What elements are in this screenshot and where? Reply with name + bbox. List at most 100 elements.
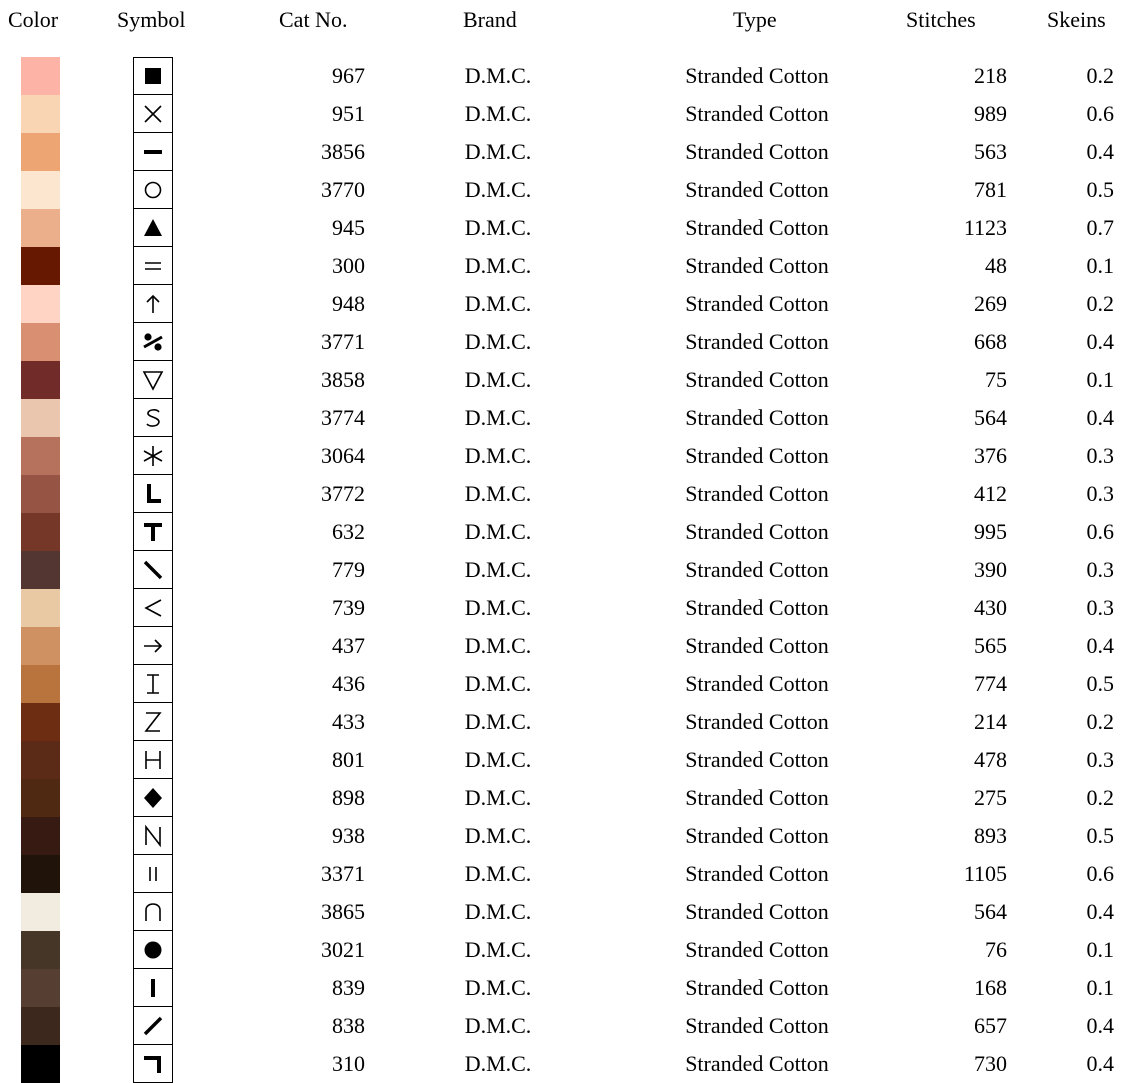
stitches-cell: 1123	[963, 215, 1007, 240]
type-cell: Stranded Cotton	[685, 405, 829, 430]
color-swatch	[21, 855, 60, 893]
color-swatch	[21, 627, 60, 665]
table-row: 948 D.M.C. Stranded Cotton 269 0.2	[0, 285, 1125, 323]
cat-no-cell: 3064	[321, 443, 365, 468]
letter-t-icon	[133, 513, 173, 551]
color-swatch	[21, 361, 60, 399]
cat-no-cell: 898	[332, 785, 365, 810]
type-cell: Stranded Cotton	[685, 443, 829, 468]
filled-square-icon	[133, 57, 173, 95]
stitches-cell: 1105	[963, 861, 1007, 886]
cat-no-cell: 948	[332, 291, 365, 316]
table-row: 3772 D.M.C. Stranded Cotton 412 0.3	[0, 475, 1125, 513]
stitches-cell: 48	[985, 253, 1007, 278]
table-row: 801 D.M.C. Stranded Cotton 478 0.3	[0, 741, 1125, 779]
cat-no-cell: 951	[332, 101, 365, 126]
skeins-cell: 0.4	[1086, 329, 1115, 354]
filled-triangle-icon	[133, 209, 173, 247]
skeins-cell: 0.6	[1086, 519, 1115, 544]
skeins-cell: 0.5	[1086, 671, 1115, 696]
header-brand: Brand	[463, 7, 517, 32]
color-swatch	[21, 779, 60, 817]
letter-h-icon	[133, 741, 173, 779]
table-row: 3371 D.M.C. Stranded Cotton 1105 0.6	[0, 855, 1125, 893]
color-swatch	[21, 893, 60, 931]
skeins-cell: 0.3	[1086, 481, 1115, 506]
stitches-cell: 168	[974, 975, 1007, 1000]
color-swatch	[21, 323, 60, 361]
table-row: 3858 D.M.C. Stranded Cotton 75 0.1	[0, 361, 1125, 399]
skeins-cell: 0.4	[1086, 139, 1115, 164]
cat-no-cell: 436	[332, 671, 365, 696]
table-row: 967 D.M.C. Stranded Cotton 218 0.2	[0, 57, 1125, 95]
header-type: Type	[733, 7, 777, 32]
stitches-cell: 774	[974, 671, 1007, 696]
table-row: 951 D.M.C. Stranded Cotton 989 0.6	[0, 95, 1125, 133]
type-cell: Stranded Cotton	[685, 367, 829, 392]
brand-cell: D.M.C.	[464, 215, 532, 240]
table-row: 3771 D.M.C. Stranded Cotton 668 0.4	[0, 323, 1125, 361]
color-swatch	[21, 931, 60, 969]
table-row: 779 D.M.C. Stranded Cotton 390 0.3	[0, 551, 1125, 589]
table-row: 632 D.M.C. Stranded Cotton 995 0.6	[0, 513, 1125, 551]
table-row: 898 D.M.C. Stranded Cotton 275 0.2	[0, 779, 1125, 817]
stitches-cell: 390	[974, 557, 1007, 582]
cat-no-cell: 3774	[321, 405, 365, 430]
cat-no-cell: 437	[332, 633, 365, 658]
skeins-cell: 0.2	[1086, 785, 1115, 810]
type-cell: Stranded Cotton	[685, 1013, 829, 1038]
brand-cell: D.M.C.	[464, 367, 532, 392]
cat-no-cell: 3771	[321, 329, 365, 354]
color-swatch	[21, 665, 60, 703]
dash-icon	[133, 133, 173, 171]
brand-cell: D.M.C.	[464, 481, 532, 506]
skeins-cell: 0.3	[1086, 443, 1115, 468]
cat-no-cell: 938	[332, 823, 365, 848]
type-cell: Stranded Cotton	[685, 861, 829, 886]
letter-l-icon	[133, 475, 173, 513]
cat-no-cell: 3772	[321, 481, 365, 506]
brand-cell: D.M.C.	[464, 329, 532, 354]
header-skeins: Skeins	[1047, 7, 1106, 32]
cat-no-cell: 433	[332, 709, 365, 734]
table-row: 3856 D.M.C. Stranded Cotton 563 0.4	[0, 133, 1125, 171]
color-swatch	[21, 209, 60, 247]
skeins-cell: 0.5	[1086, 823, 1115, 848]
letter-s-icon	[133, 399, 173, 437]
brand-cell: D.M.C.	[464, 291, 532, 316]
brand-cell: D.M.C.	[464, 443, 532, 468]
color-swatch	[21, 969, 60, 1007]
stitches-cell: 730	[974, 1051, 1007, 1076]
brand-cell: D.M.C.	[464, 405, 532, 430]
brand-cell: D.M.C.	[464, 823, 532, 848]
table-row: 838 D.M.C. Stranded Cotton 657 0.4	[0, 1007, 1125, 1045]
brand-cell: D.M.C.	[464, 671, 532, 696]
arrow-right-icon	[133, 627, 173, 665]
color-swatch	[21, 513, 60, 551]
stitches-cell: 75	[985, 367, 1007, 392]
arch-icon	[133, 893, 173, 931]
backslash-icon	[133, 551, 173, 589]
type-cell: Stranded Cotton	[685, 101, 829, 126]
type-cell: Stranded Cotton	[685, 63, 829, 88]
circle-icon	[133, 171, 173, 209]
stitches-cell: 218	[974, 63, 1007, 88]
double-bar-icon	[133, 855, 173, 893]
cat-no-cell: 945	[332, 215, 365, 240]
stitches-cell: 989	[974, 101, 1007, 126]
color-swatch	[21, 437, 60, 475]
table-row: 310 D.M.C. Stranded Cotton 730 0.4	[0, 1045, 1125, 1083]
brand-cell: D.M.C.	[464, 861, 532, 886]
corner-icon	[133, 1045, 173, 1083]
vertical-bar-icon	[133, 969, 173, 1007]
stitches-cell: 478	[974, 747, 1007, 772]
table-row: 3865 D.M.C. Stranded Cotton 564 0.4	[0, 893, 1125, 931]
skeins-cell: 0.1	[1086, 975, 1115, 1000]
skeins-cell: 0.7	[1086, 215, 1115, 240]
type-cell: Stranded Cotton	[685, 519, 829, 544]
type-cell: Stranded Cotton	[685, 291, 829, 316]
cat-no-cell: 3770	[321, 177, 365, 202]
less-than-icon	[133, 589, 173, 627]
type-cell: Stranded Cotton	[685, 329, 829, 354]
asterisk-icon	[133, 437, 173, 475]
